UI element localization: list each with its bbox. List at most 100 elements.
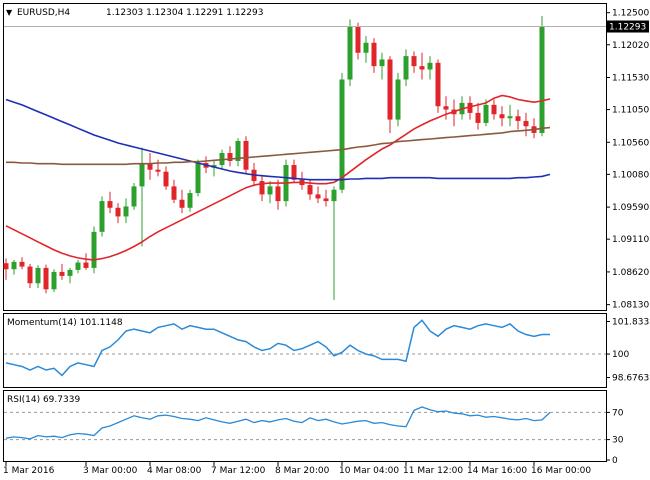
bear-candle — [467, 102, 473, 113]
momentum-y-tick-label: 98.6763 — [612, 374, 649, 384]
bear-candle — [259, 181, 265, 195]
bear-candle — [387, 59, 393, 120]
bull-candle — [195, 163, 201, 194]
bull-candle — [123, 206, 129, 217]
bull-candle — [483, 104, 489, 123]
bull-candle — [75, 262, 81, 270]
current-price-tag — [607, 20, 649, 33]
x-tick-label: 4 Mar 08:00 — [147, 466, 202, 476]
x-tick-label: 7 Mar 12:00 — [211, 466, 266, 476]
bear-candle — [107, 201, 113, 208]
price-y-tick-label: 1.09110 — [612, 235, 649, 245]
bear-candle — [315, 194, 321, 199]
bull-candle — [403, 56, 409, 80]
price-y-tick-label: 1.12500 — [612, 9, 649, 19]
bull-candle — [99, 201, 105, 232]
bull-candle — [507, 116, 513, 119]
momentum-y-tick-label: 100 — [612, 350, 629, 360]
rsi-title: RSI(14) 69.7339 — [7, 395, 80, 405]
bear-candle — [171, 186, 177, 200]
bull-candle — [131, 186, 137, 207]
bear-candle — [179, 199, 185, 208]
bear-candle — [83, 262, 89, 268]
rsi-plot-area — [4, 406, 606, 441]
x-tick-label: 8 Mar 20:00 — [275, 466, 330, 476]
bear-candle — [227, 152, 233, 162]
bear-candle — [515, 116, 521, 121]
bull-candle — [363, 42, 369, 53]
price-y-tick-label: 1.11530 — [612, 73, 649, 83]
price-plot-area — [3, 16, 606, 300]
x-tick-label: 16 Mar 00:00 — [531, 466, 591, 476]
bear-candle — [43, 267, 49, 290]
bull-candle — [379, 59, 385, 67]
bear-candle — [291, 165, 297, 180]
x-tick-label: 11 Mar 12:00 — [403, 466, 463, 476]
indicator-y-axes: 101.8333 100 98.6763 70 30 0 — [606, 318, 650, 466]
price-pane-frame — [3, 3, 607, 311]
bear-candle — [275, 186, 281, 202]
bear-candle — [419, 66, 425, 70]
bull-candle — [235, 140, 241, 162]
bull-candle — [395, 79, 401, 120]
bull-candle — [187, 193, 193, 208]
bear-candle — [411, 56, 417, 67]
price-y-tick-label: 1.08130 — [612, 301, 649, 311]
moving-average-blue-line — [5, 98, 551, 181]
moving-average-red-line — [5, 94, 551, 261]
momentum-y-tick-label: 101.8333 — [612, 318, 650, 328]
bull-candle — [331, 189, 337, 202]
rsi-y-tick-label: 30 — [612, 436, 624, 446]
price-y-tick-label: 1.12020 — [612, 41, 649, 51]
bull-candle — [347, 26, 353, 80]
momentum-plot-area — [4, 319, 606, 377]
rsi-line — [5, 406, 551, 440]
bear-candle — [475, 112, 481, 123]
momentum-title: Momentum(14) 101.1148 — [7, 318, 123, 328]
x-tick-label: 14 Mar 16:00 — [467, 466, 527, 476]
bull-candle — [11, 261, 17, 270]
bear-candle — [115, 207, 121, 217]
bear-candle — [147, 163, 153, 170]
rsi-y-tick-label: 70 — [612, 408, 624, 418]
price-y-tick-label: 1.10560 — [612, 138, 649, 148]
bear-candle — [307, 185, 313, 195]
bear-candle — [19, 261, 25, 267]
bear-candle — [435, 62, 441, 107]
rsi-pane-frame — [3, 390, 607, 462]
bear-candle — [499, 114, 505, 119]
bull-candle — [139, 163, 145, 187]
bear-candle — [163, 171, 169, 187]
moving-average-brown-line — [6, 126, 551, 166]
x-tick-label: 3 Mar 00:00 — [83, 466, 138, 476]
price-y-tick-label: 1.10080 — [612, 170, 649, 180]
bear-candle — [243, 140, 249, 170]
bear-candle — [27, 266, 33, 284]
rsi-y-tick-label: 0 — [612, 456, 618, 466]
bear-candle — [523, 120, 529, 127]
bull-candle — [35, 267, 41, 284]
price-y-tick-label: 1.08620 — [612, 268, 649, 278]
price-y-axis: 1.12500 1.12020 1.11530 1.11050 1.10560 1.100… — [606, 9, 649, 311]
bear-candle — [59, 271, 65, 276]
price-y-tick-label: 1.11050 — [612, 106, 649, 116]
symbol-title: EURUSD,H4 — [17, 8, 70, 18]
bull-candle — [427, 62, 433, 70]
bear-candle — [323, 198, 329, 202]
x-tick-label: 10 Mar 04:00 — [339, 466, 399, 476]
bear-candle — [155, 169, 161, 172]
bear-candle — [371, 42, 377, 67]
bull-candle — [91, 231, 97, 268]
bull-candle — [539, 26, 545, 133]
current-price-label: 1.12293 — [609, 23, 646, 33]
ohlc-readout: 1.12303 1.12304 1.12291 1.12293 — [106, 8, 263, 18]
bear-candle — [443, 106, 449, 110]
bull-candle — [67, 269, 73, 276]
bear-candle — [355, 26, 361, 53]
bear-candle — [3, 263, 9, 270]
bull-candle — [51, 271, 57, 290]
momentum-line — [5, 319, 550, 377]
time-x-axis: 1 Mar 2016 3 Mar 00:00 4 Mar 08:00 7 Mar 12… — [3, 462, 591, 476]
chart-menu-triangle[interactable]: ▼ — [6, 8, 13, 17]
